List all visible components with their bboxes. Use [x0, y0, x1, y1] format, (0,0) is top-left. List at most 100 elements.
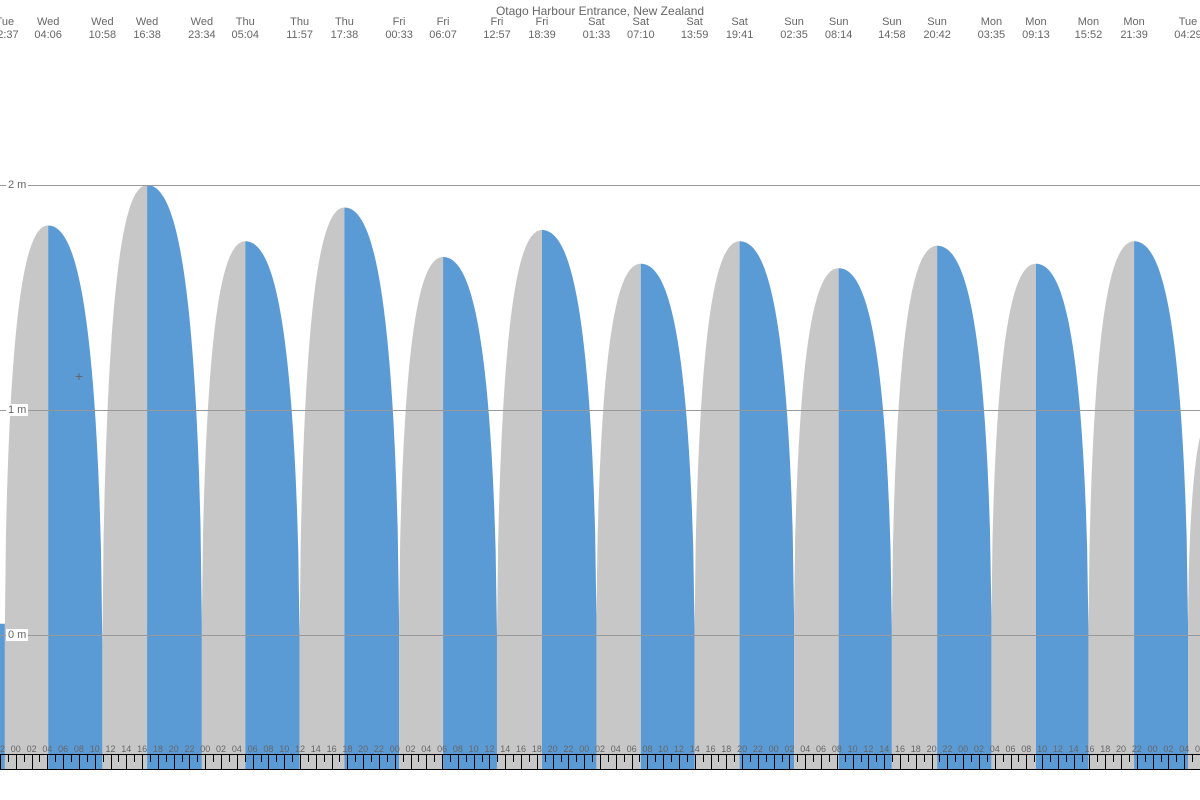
x-tick: [797, 755, 798, 762]
tide-rising-segment: [102, 185, 147, 770]
x-tick-label: 02: [1163, 744, 1173, 754]
x-tick: [150, 755, 151, 762]
x-tick-label: 20: [548, 744, 558, 754]
x-tick: [655, 755, 656, 762]
x-tick-label: 14: [879, 744, 889, 754]
tide-falling-segment: [641, 264, 695, 770]
tide-time-label: Mon21:39: [1120, 16, 1148, 42]
x-tick: [158, 755, 159, 769]
x-tick: [79, 755, 80, 769]
gridline: [0, 185, 1200, 186]
x-tick: [576, 755, 577, 762]
x-tick: [387, 755, 388, 762]
x-tick: [939, 755, 940, 762]
x-tick: [1026, 755, 1027, 769]
x-tick: [789, 755, 790, 769]
x-tick: [142, 755, 143, 769]
x-tick: [782, 755, 783, 762]
x-tick: [32, 755, 33, 769]
x-tick-label: 16: [895, 744, 905, 754]
x-tick-label: 04: [800, 744, 810, 754]
x-tick: [1184, 755, 1185, 769]
x-tick: [955, 755, 956, 762]
x-tick: [332, 755, 333, 769]
x-tick: [482, 755, 483, 762]
x-tick: [505, 755, 506, 769]
x-tick: [1042, 755, 1043, 769]
x-tick-label: 18: [532, 744, 542, 754]
x-tick: [1129, 755, 1130, 762]
tide-falling-segment: [1134, 241, 1188, 770]
x-tick-label: 02: [974, 744, 984, 754]
x-tick-label: 12: [1053, 744, 1063, 754]
x-tick: [924, 755, 925, 762]
x-tick: [624, 755, 625, 762]
tide-falling-segment: [1036, 264, 1089, 770]
x-tick: [639, 755, 640, 762]
x-tick-label: 14: [121, 744, 131, 754]
x-tick: [403, 755, 404, 762]
x-tick: [1018, 755, 1019, 762]
x-tick: [466, 755, 467, 762]
x-tick: [497, 755, 498, 762]
x-tick: [103, 755, 104, 762]
tide-time-label: Sun02:35: [780, 16, 808, 42]
crosshair-marker: +: [75, 368, 83, 384]
x-tick-label: 10: [1037, 744, 1047, 754]
x-tick: [892, 755, 893, 762]
x-tick-label: 22: [0, 744, 5, 754]
tide-rising-segment: [695, 241, 740, 770]
tide-falling-segment: [443, 257, 497, 770]
x-tick: [55, 755, 56, 762]
x-tick: [1161, 755, 1162, 762]
tide-chart: Otago Harbour Entrance, New Zealand Tue2…: [0, 0, 1200, 800]
x-tick-label: 18: [721, 744, 731, 754]
x-tick-label: 06: [1006, 744, 1016, 754]
tide-time-label: Sat19:41: [726, 16, 754, 42]
x-tick-label: 10: [658, 744, 668, 754]
x-tick-label: 04: [1179, 744, 1189, 754]
x-tick: [292, 755, 293, 762]
x-tick-label: 22: [1132, 744, 1142, 754]
x-tick: [1058, 755, 1059, 769]
x-tick-label: 14: [311, 744, 321, 754]
x-tick: [1082, 755, 1083, 762]
x-tick: [126, 755, 127, 769]
x-tick: [600, 755, 601, 769]
x-tick: [316, 755, 317, 769]
x-tick: [1050, 755, 1051, 762]
x-tick-label: 04: [990, 744, 1000, 754]
x-tick: [1137, 755, 1138, 769]
x-tick-label: 14: [1069, 744, 1079, 754]
x-tick: [450, 755, 451, 762]
x-tick: [774, 755, 775, 769]
tide-falling-segment: [344, 208, 399, 771]
x-tick: [1121, 755, 1122, 769]
tide-time-label: Tue22:37: [0, 16, 19, 42]
x-tick-label: 20: [358, 744, 368, 754]
tide-time-label: Wed16:38: [133, 16, 161, 42]
x-tick-label: 02: [27, 744, 37, 754]
tide-time-label: Wed04:06: [34, 16, 62, 42]
x-tick-label: 20: [1116, 744, 1126, 754]
x-tick: [489, 755, 490, 769]
x-tick-label: 22: [942, 744, 952, 754]
x-tick-label: 06: [816, 744, 826, 754]
x-tick: [371, 755, 372, 762]
tide-falling-segment: [937, 246, 991, 770]
x-tick-label: 04: [42, 744, 52, 754]
tide-time-headers: Tue22:37Wed04:06Wed10:58Wed16:38Wed23:34…: [0, 16, 1200, 46]
x-tick: [908, 755, 909, 762]
x-tick: [395, 755, 396, 769]
x-tick: [1145, 755, 1146, 762]
x-tick: [821, 755, 822, 769]
x-tick: [39, 755, 40, 762]
x-tick: [0, 755, 1, 769]
x-tick: [111, 755, 112, 769]
tide-time-label: Thu05:04: [232, 16, 260, 42]
tide-rising-segment: [300, 208, 345, 771]
x-tick: [1168, 755, 1169, 769]
x-tick: [1176, 755, 1177, 762]
tide-rising-segment: [497, 230, 542, 770]
x-tick: [8, 755, 9, 762]
